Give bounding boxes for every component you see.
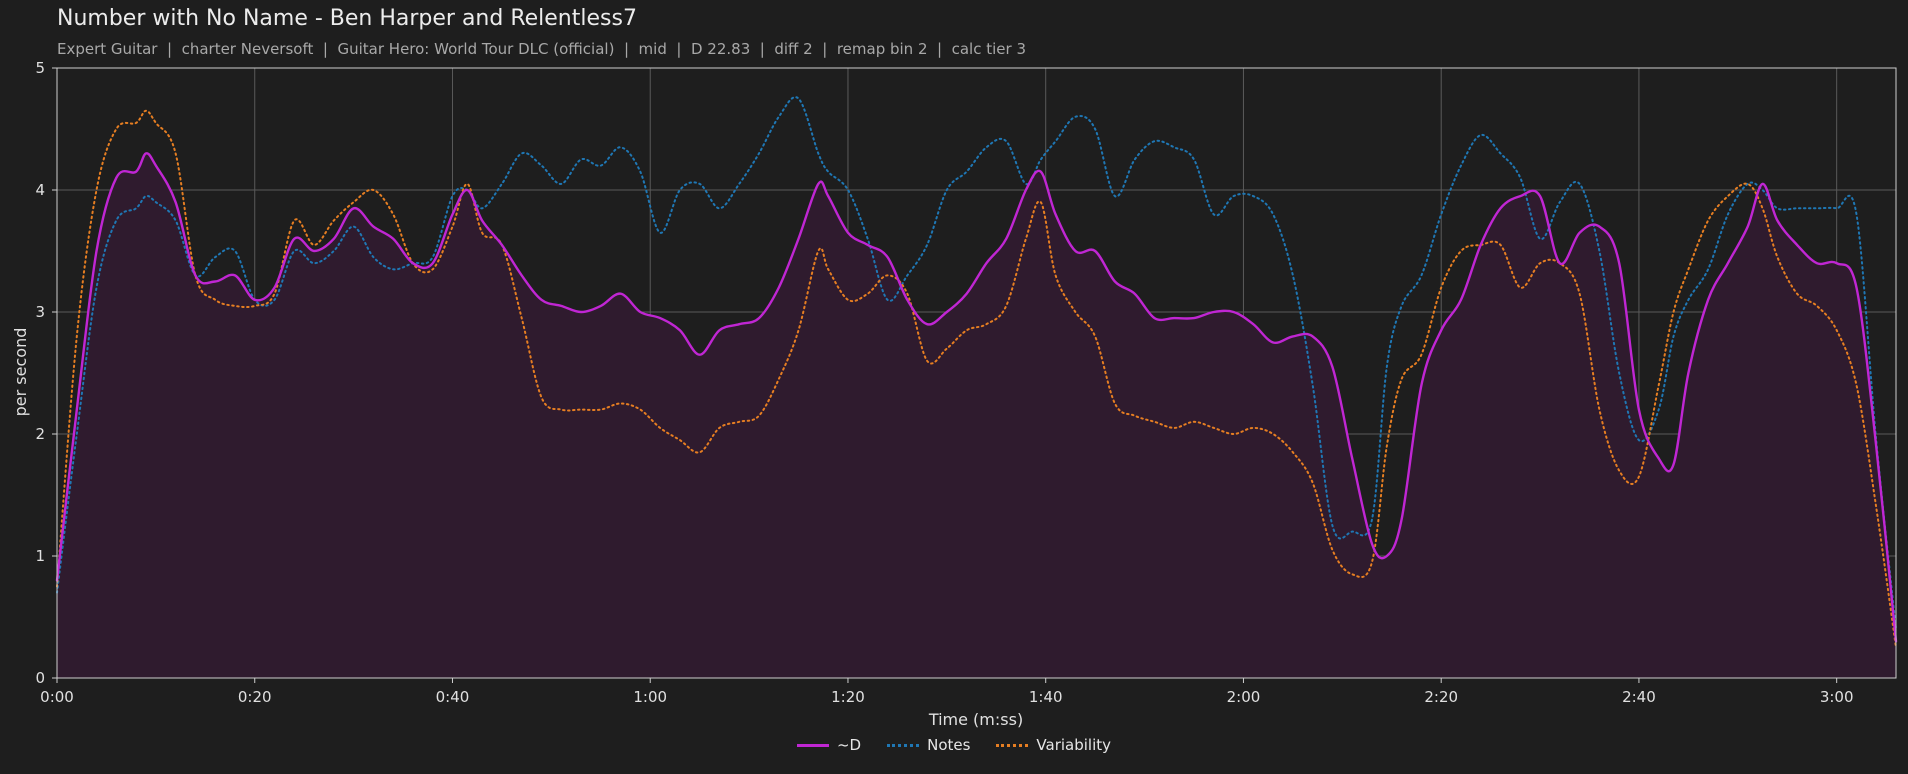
legend-label-notes: Notes — [927, 736, 971, 754]
legend-swatch-variability — [996, 743, 1029, 747]
axes — [52, 67, 1897, 683]
y-axis-label: per second — [11, 328, 30, 417]
x-tick-label: 1:20 — [831, 688, 865, 706]
chart-subtitle: Expert Guitar | charter Neversoft | Guit… — [57, 40, 1026, 58]
legend-swatch-d — [796, 743, 829, 747]
x-tick-label: 0:40 — [436, 688, 470, 706]
legend-item-variability: Variability — [996, 736, 1111, 754]
y-tick-label: 4 — [35, 181, 45, 199]
x-tick-label: 2:00 — [1227, 688, 1261, 706]
x-axis-label: Time (m:ss) — [928, 710, 1023, 729]
d-series-area — [57, 153, 1896, 679]
y-tick-label: 1 — [35, 547, 45, 565]
x-tick-label: 1:40 — [1029, 688, 1063, 706]
y-tick-label: 3 — [35, 303, 45, 321]
x-tick-label: 3:00 — [1820, 688, 1854, 706]
x-tick-label: 0:20 — [238, 688, 272, 706]
chart-title: Number with No Name - Ben Harper and Rel… — [57, 6, 637, 31]
x-tick-label: 0:00 — [40, 688, 74, 706]
tick-labels: 0:00 0:20 0:40 1:00 1:20 1:40 2:00 2:20 2:40 3:00… — [35, 59, 1853, 706]
variability-series-line — [56, 109, 1897, 649]
legend-label-variability: Variability — [1036, 736, 1112, 754]
d-series-line — [55, 152, 1898, 643]
legend-label-d: ~D — [836, 736, 862, 754]
area-fill — [57, 153, 1896, 679]
y-tick-label: 5 — [35, 59, 45, 77]
x-tick-label: 1:00 — [633, 688, 667, 706]
legend-item-d: ~D — [796, 736, 862, 754]
y-tick-label: 2 — [35, 425, 45, 443]
notes-series-line — [56, 96, 1897, 631]
series-lines — [55, 96, 1898, 649]
plot-frame — [56, 67, 1897, 679]
legend: ~D Notes Variability — [0, 736, 1908, 754]
legend-item-notes: Notes — [887, 736, 970, 754]
y-tick-label: 0 — [35, 669, 45, 687]
x-tick-label: 2:20 — [1424, 688, 1458, 706]
x-tick-label: 2:40 — [1622, 688, 1656, 706]
legend-swatch-notes — [887, 743, 920, 747]
